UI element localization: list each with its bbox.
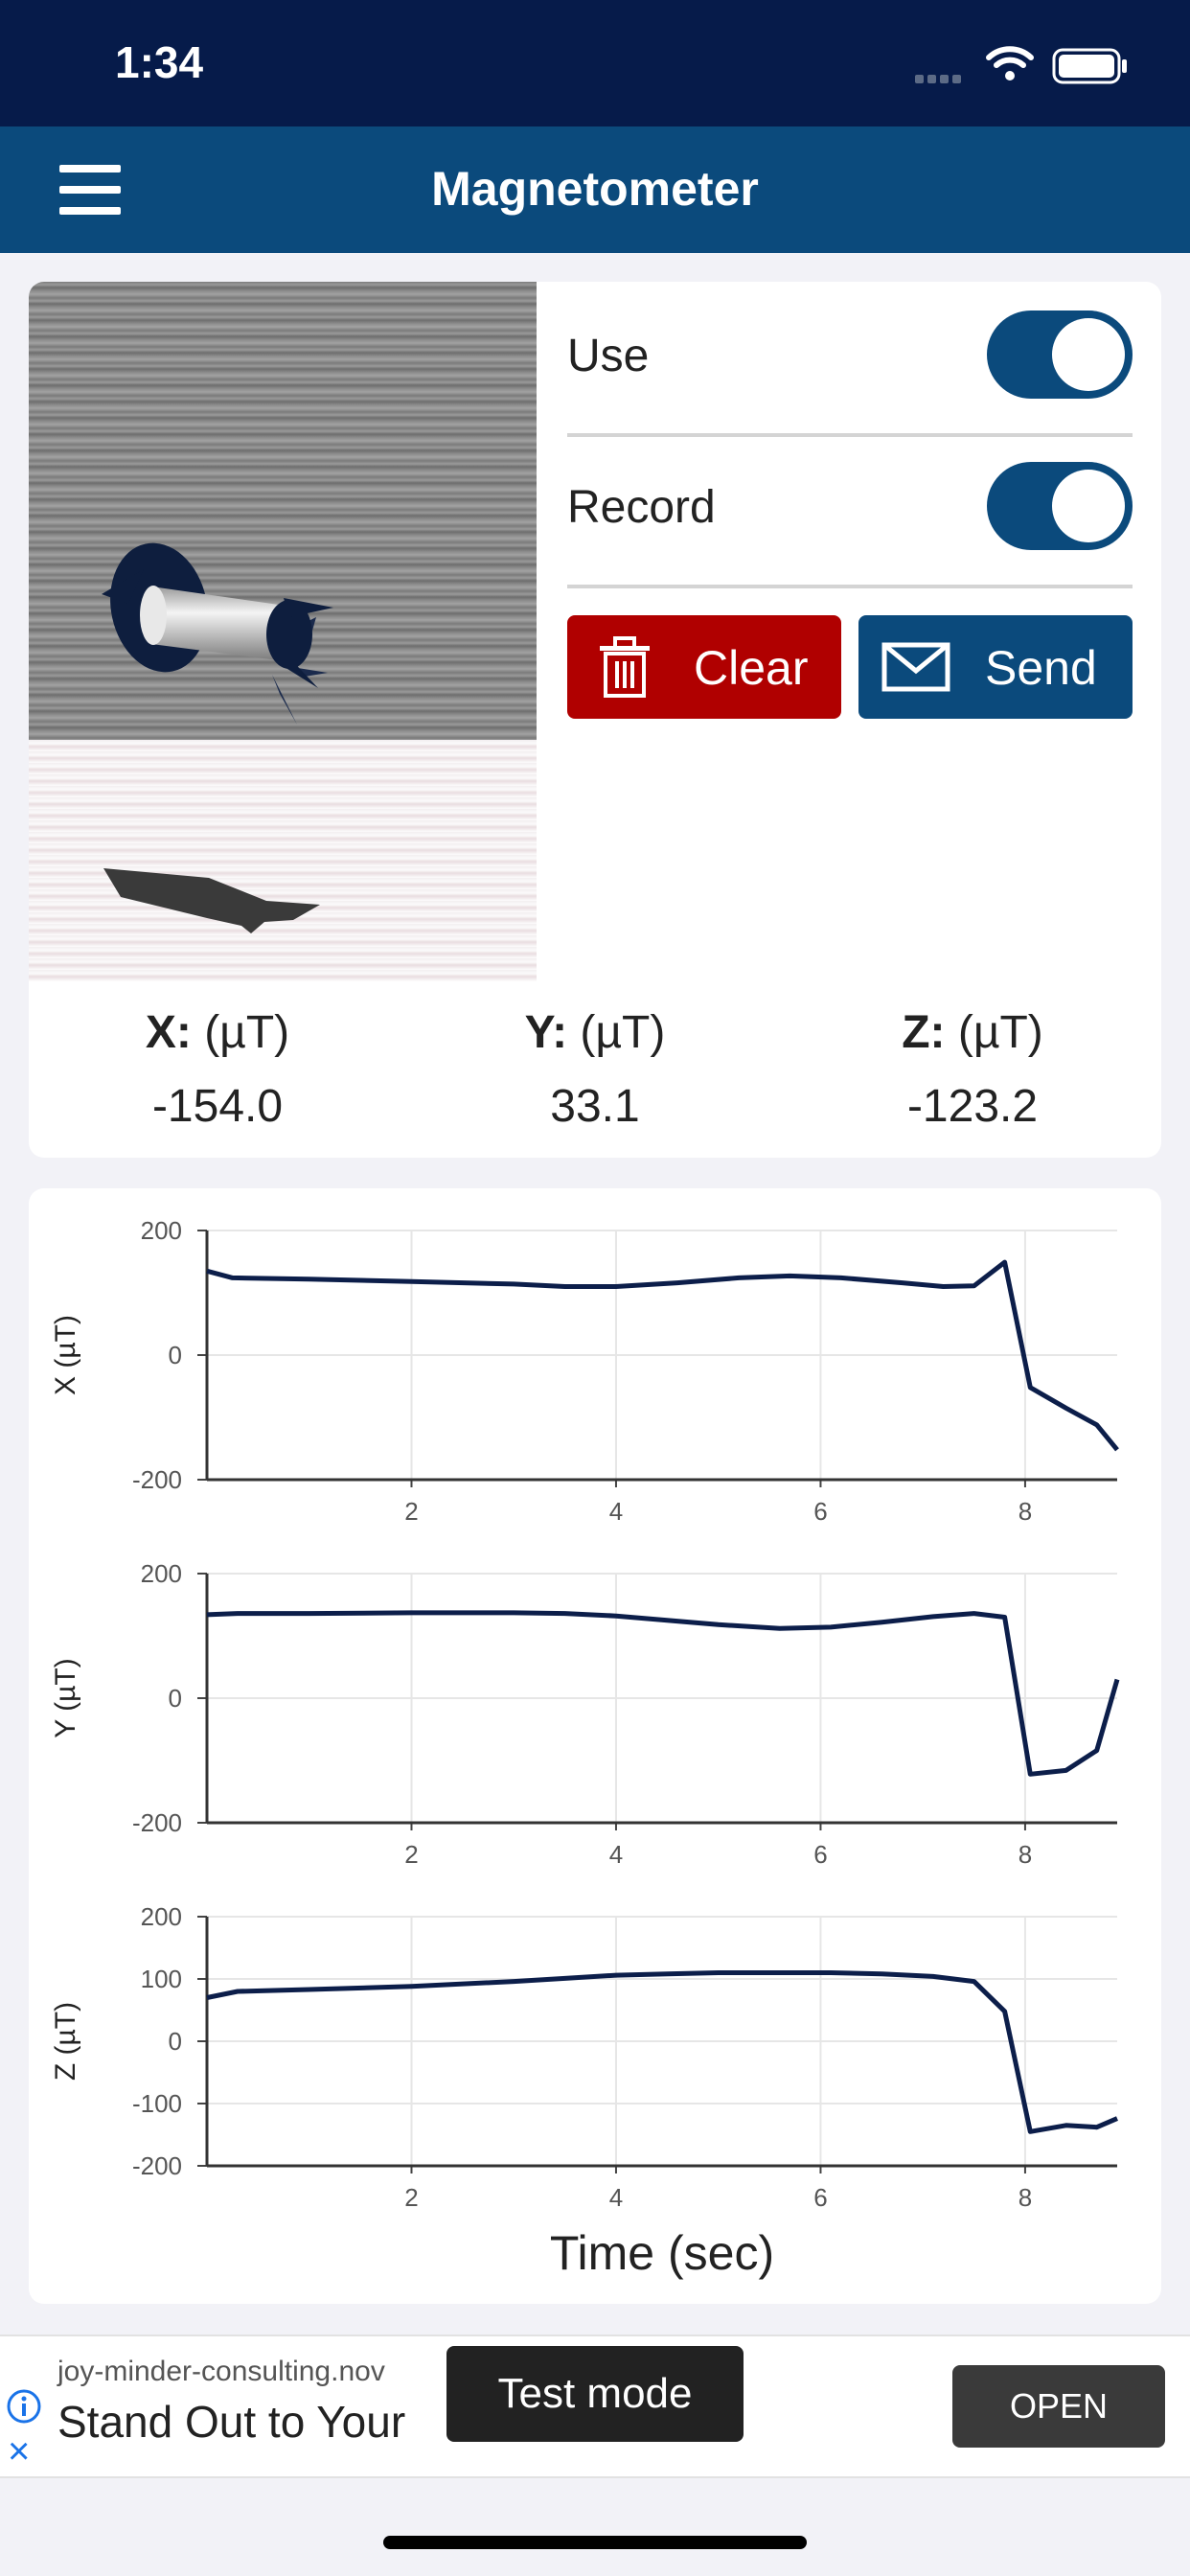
sensor-card: Use Record Clear Send X: (µT) -154.0 Y: … [29,282,1161,1158]
y-tick-label: 0 [169,1341,182,1369]
z-readout: Z: (µT) -123.2 [784,1006,1161,1133]
x-tick-label: 6 [813,1840,827,1869]
y-tick-label: -100 [132,2089,182,2118]
ad-url: joy-minder-consulting.nov [57,2356,385,2387]
y-axis-label: Z (µT) [50,2002,81,2081]
trash-icon [600,636,650,698]
ad-banner[interactable]: × joy-minder-consulting.nov Stand Out to… [0,2334,1190,2478]
hamburger-menu-icon[interactable] [59,165,121,215]
x-label: X: [145,1007,192,1058]
y-axis-label: X (µT) [50,1315,81,1395]
x-tick-label: 4 [609,1497,623,1526]
x-tick-label: 2 [404,1497,418,1526]
send-button[interactable]: Send [858,615,1133,719]
x-tick-label: 8 [1018,2183,1032,2212]
x-tick-label: 6 [813,1497,827,1526]
x-tick-label: 4 [609,2183,623,2212]
x-unit: (µT) [204,1007,290,1058]
y-tick-label: 200 [141,1902,182,1931]
magnetometer-charts: 2 4 6 8 200 0 -200 X (µT) 2 4 6 8 200 0 -200 Y (µT) 2 4 6 8… [50,1216,1120,2280]
use-label: Use [567,331,650,381]
x-tick-label: 2 [404,2183,418,2212]
record-label: Record [567,482,716,533]
series-line [206,1259,1119,1452]
y-tick-label: -200 [132,2151,182,2180]
y-readout: Y: (µT) 33.1 [406,1006,784,1133]
ad-title: Stand Out to Your [57,2397,406,2447]
z-unit: (µT) [957,1007,1043,1058]
x-value: -154.0 [151,1081,284,1132]
test-mode-badge: Test mode [446,2346,744,2442]
y-tick-label: 200 [141,1216,182,1245]
y-tick-label: 200 [141,1559,182,1588]
ad-open-button[interactable]: OPEN [952,2365,1165,2448]
battery-icon [1052,48,1127,84]
use-toggle[interactable] [987,310,1133,399]
device-3d-view [29,282,537,981]
x-tick-label: 6 [813,2183,827,2212]
status-bar: 1:34 [0,0,1190,126]
x-readout: X: (µT) -154.0 [29,1006,406,1133]
page-title: Magnetometer [431,162,759,216]
scene-floor [29,740,537,981]
z-value: -123.2 [906,1081,1039,1132]
y-label: Y: [524,1007,568,1058]
use-row: Use [567,282,1133,437]
clear-button[interactable]: Clear [567,615,841,719]
status-time: 1:34 [115,37,204,87]
x-axis-label: Time (sec) [550,2226,774,2280]
close-icon[interactable]: × [8,2430,31,2472]
use-toggle-knob [1052,318,1125,391]
cellular-signal-icon [915,71,965,88]
x-tick-label: 8 [1018,1497,1032,1526]
record-toggle[interactable] [987,462,1133,550]
x-tick-label: 2 [404,1840,418,1869]
envelope-icon [881,642,950,692]
wifi-icon [986,46,1034,80]
z-label: Z: [902,1007,946,1058]
y-tick-label: 0 [169,1684,182,1713]
y-axis-label: Y (µT) [50,1658,81,1737]
y-tick-label: 100 [141,1965,182,1993]
y-value: 33.1 [550,1081,640,1132]
y-tick-label: 0 [169,2027,182,2056]
x-tick-label: 4 [609,1840,623,1869]
record-toggle-knob [1052,470,1125,542]
record-row: Record [567,433,1133,588]
magnetometer-model-icon [102,542,333,933]
charts-card: 2 4 6 8 200 0 -200 X (µT) 2 4 6 8 200 0 -200 Y (µT) 2 4 6 8… [29,1188,1161,2304]
y-unit: (µT) [580,1007,666,1058]
send-button-label: Send [985,641,1097,695]
series-line [206,1610,1120,1777]
y-tick-label: -200 [132,1465,182,1494]
nav-bar: Magnetometer [0,126,1190,253]
clear-button-label: Clear [694,641,809,695]
x-tick-label: 8 [1018,1840,1032,1869]
home-indicator [383,2536,807,2549]
series-line [206,1970,1118,2134]
y-tick-label: -200 [132,1808,182,1837]
info-icon[interactable] [6,2388,42,2425]
